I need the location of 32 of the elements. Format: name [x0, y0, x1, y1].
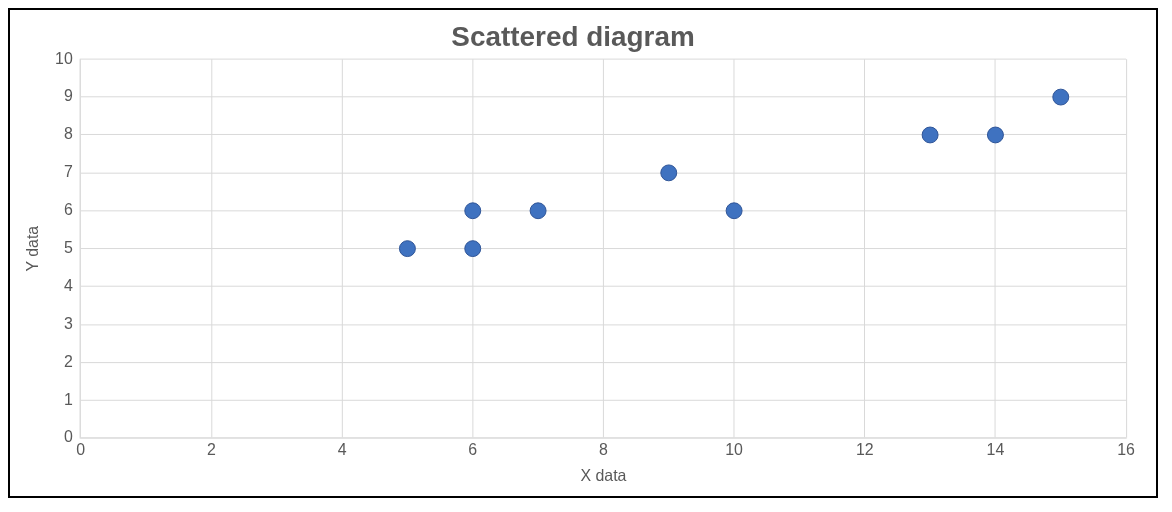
y-tick-label: 7: [63, 163, 73, 181]
y-tick-label: 1: [63, 390, 73, 408]
y-tick-label: 10: [55, 49, 73, 67]
x-tick-label: 8: [598, 440, 609, 458]
x-tick-label: 0: [76, 440, 86, 458]
x-tick-label: 14: [986, 440, 1005, 458]
y-tick-label: 3: [63, 314, 73, 332]
x-tick-label: 4: [337, 440, 347, 458]
point: [660, 164, 678, 182]
x-tick-label: 16: [1117, 440, 1136, 458]
x-tick-label: 12: [855, 440, 874, 458]
y-tick-label: 0: [63, 428, 73, 446]
y-tick-label: 2: [63, 352, 73, 370]
point: [398, 240, 416, 258]
y-tick-label: 8: [63, 125, 73, 143]
point: [725, 202, 743, 220]
y-tick-label: 5: [63, 239, 73, 256]
y-tick-label: 6: [63, 201, 73, 219]
chart-title: Scattered diagram: [451, 21, 695, 53]
point: [986, 126, 1004, 144]
point: [464, 202, 482, 220]
x-axis-title: X data: [580, 466, 627, 484]
x-tick-label: 10: [725, 440, 744, 458]
x-tick-label: 6: [468, 440, 478, 458]
point: [921, 126, 939, 144]
y-axis-title: Y data: [23, 225, 41, 272]
y-tick-label: 9: [63, 87, 73, 105]
point: [1052, 88, 1070, 106]
point: [464, 240, 482, 258]
y-tick-label: 4: [63, 276, 73, 294]
x-tick-label: 2: [206, 440, 217, 458]
point: [529, 202, 547, 220]
